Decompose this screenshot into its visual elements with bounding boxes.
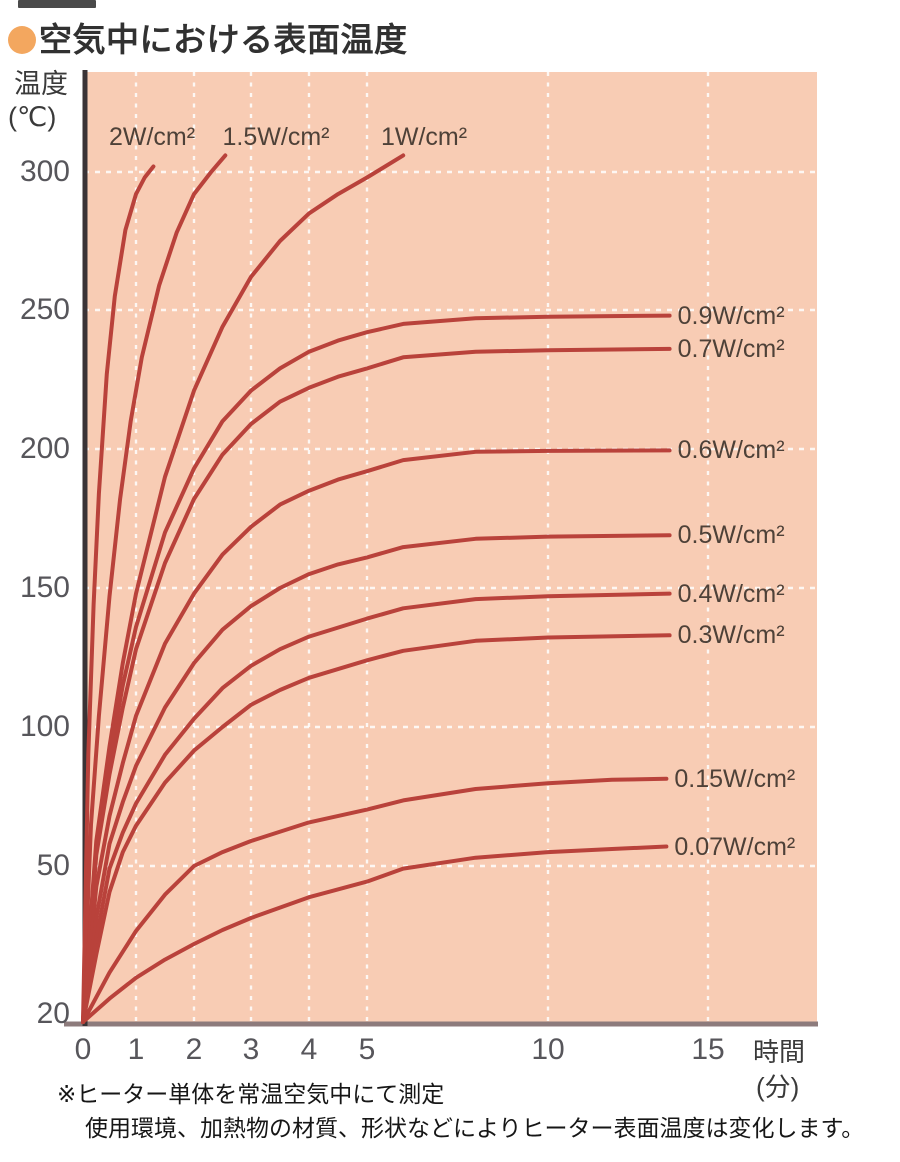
curve-2Wcm [81, 164, 156, 1024]
curve-0.6Wcm [81, 448, 672, 1024]
x-tick-5: 5 [358, 1033, 376, 1066]
x-tick-0: 0 [74, 1033, 92, 1066]
title-row: 空気中における表面温度 [8, 22, 408, 58]
x-axis-unit-line2: (分) [756, 1072, 800, 1102]
curve-1.5Wcm [81, 153, 228, 1024]
curve-0.07Wcm [81, 844, 669, 1024]
y-axis-unit-line2: (℃) [8, 102, 57, 132]
curve-0.9Wcm [81, 313, 672, 1024]
curve-label-0.6Wcm: 0.6W/cm² [677, 436, 785, 465]
curve-label-0.07Wcm: 0.07W/cm² [674, 832, 796, 861]
curve-label-0.4Wcm: 0.4W/cm² [677, 579, 785, 608]
cropped-edge-artifact [18, 0, 96, 8]
x-tick-1: 1 [127, 1033, 145, 1066]
x-tick-4: 4 [300, 1033, 318, 1066]
curve-label-1.5w: 1.5W/cm² [222, 123, 330, 151]
curve-0.7Wcm [81, 346, 672, 1024]
curve-label-1w: 1W/cm² [380, 123, 468, 151]
measurement-note-line2: 使用環境、加熱物の材質、形状などによりヒーター表面温度は変化します。 [85, 1115, 865, 1141]
curve-0.4Wcm [81, 591, 672, 1024]
x-tick-3: 3 [242, 1033, 260, 1066]
y-tick-300: 300 [19, 155, 70, 188]
curve-1Wcm [81, 153, 406, 1024]
x-tick-10: 10 [531, 1033, 565, 1066]
figure-title: 空気中における表面温度 [39, 21, 408, 58]
curve-label-0.9Wcm: 0.9W/cm² [677, 301, 785, 330]
y-tick-50: 50 [36, 849, 70, 882]
curve-0.5Wcm [81, 533, 672, 1024]
curve-0.3Wcm [81, 633, 672, 1024]
curve-label-0.15Wcm: 0.15W/cm² [674, 764, 796, 793]
curve-label-0.7Wcm: 0.7W/cm² [677, 334, 785, 363]
curve-label-2w: 2W/cm² [108, 123, 196, 151]
bullet-icon [8, 26, 36, 54]
plot-area [83, 72, 817, 1022]
curve-label-0.3Wcm: 0.3W/cm² [677, 621, 785, 650]
x-tick-15: 15 [691, 1033, 725, 1066]
measurement-note-line1: ※ヒーター単体を常温空気中にて測定 [57, 1081, 445, 1107]
curve-label-0.5Wcm: 0.5W/cm² [677, 521, 785, 550]
x-axis-unit-line1: 時間 [753, 1037, 806, 1067]
x-tick-2: 2 [185, 1033, 203, 1066]
y-tick-100: 100 [19, 710, 70, 743]
y-axis-unit-label: 温度 (℃) [8, 68, 68, 134]
y-tick-150: 150 [19, 571, 70, 604]
curve-0.15Wcm [81, 776, 669, 1024]
y-axis-unit-line1: 温度 [14, 69, 68, 99]
y-tick-250: 250 [19, 293, 70, 326]
y-tick-20: 20 [36, 997, 70, 1030]
y-tick-200: 200 [19, 432, 70, 465]
